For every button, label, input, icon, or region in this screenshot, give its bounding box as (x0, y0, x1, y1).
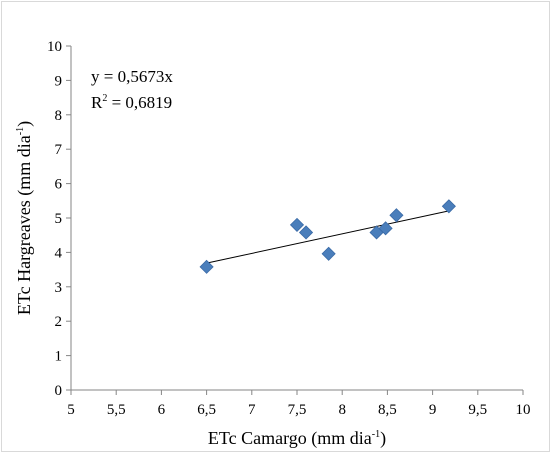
y-tick-label: 9 (55, 73, 63, 89)
x-axis-title-text: ETc Camargo (mm dia (208, 428, 372, 449)
y-tick-label: 10 (47, 39, 62, 55)
data-point (378, 221, 393, 236)
y-tick-label: 6 (55, 177, 63, 193)
x-tick-label: 5 (67, 402, 75, 418)
y-axis-title-end: ) (14, 121, 35, 127)
points-group (199, 199, 456, 274)
y-axis-title-text: ETc Hargreaves (mm dia (14, 135, 35, 315)
r-squared-value: = 0,6819 (107, 93, 172, 112)
x-tick-label: 9 (429, 402, 437, 418)
y-axis-title-superscript: -1 (15, 127, 26, 135)
x-tick-label: 5,5 (107, 402, 126, 418)
data-point (289, 217, 305, 232)
x-tick-label: 8 (338, 402, 346, 418)
trendline (206, 210, 449, 264)
equation-label: y = 0,5673x (91, 67, 173, 86)
x-tick-label: 7 (248, 402, 256, 418)
data-point (441, 199, 456, 214)
x-tick-label: 10 (516, 402, 531, 418)
y-tick-label: 0 (55, 383, 63, 399)
y-tick-label: 3 (55, 280, 63, 296)
x-axis-title-end: ) (380, 428, 386, 449)
trendline-group (206, 210, 449, 264)
y-tick-label: 2 (55, 314, 63, 330)
data-point (389, 208, 404, 223)
x-tick-label: 6 (158, 402, 166, 418)
r-squared-prefix: R (91, 93, 103, 112)
x-axis-title: ETc Camargo (mm dia-1) (208, 428, 386, 449)
y-axis-title: ETc Hargreaves (mm dia-1) (14, 121, 35, 315)
x-tick-label: 6,5 (197, 402, 216, 418)
y-tick-label: 4 (55, 245, 63, 261)
x-axis: 5 5,5 6 6,5 7 7,5 8 8,5 9 9,5 10 (67, 389, 531, 418)
y-tick-label: 7 (55, 142, 63, 158)
data-point (321, 246, 336, 261)
y-axis: 0 1 2 3 4 5 6 7 8 9 10 (47, 39, 72, 399)
r-squared-label: R2 = 0,6819 (91, 93, 172, 112)
y-tick-label: 1 (55, 349, 63, 365)
x-tick-label: 9,5 (468, 402, 487, 418)
y-tick-label: 8 (55, 108, 63, 124)
x-tick-label: 8,5 (378, 402, 397, 418)
data-point (199, 259, 214, 274)
y-tick-label: 5 (55, 211, 63, 227)
data-point (298, 225, 314, 240)
x-tick-label: 7,5 (288, 402, 307, 418)
x-axis-title-superscript: -1 (372, 429, 380, 440)
r-squared-superscript: 2 (102, 93, 107, 104)
